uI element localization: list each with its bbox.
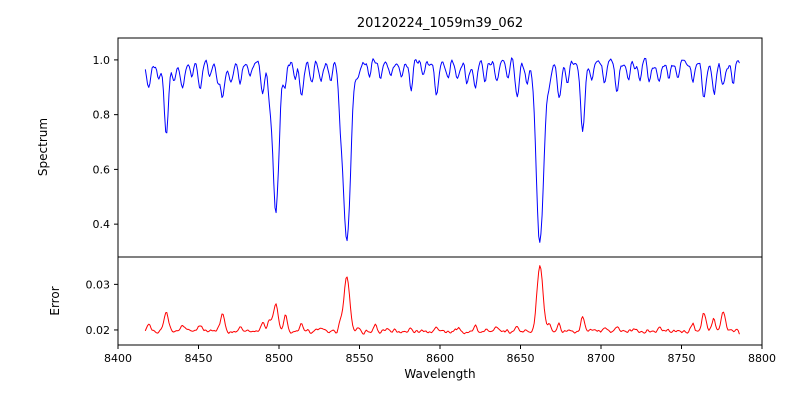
- svg-text:8550: 8550: [346, 352, 374, 365]
- svg-text:0.03: 0.03: [86, 278, 111, 291]
- axes-layer: 8400 8450 8500 8550 8600 8650 8700 8750 8800 0.4 0…: [86, 37, 776, 365]
- svg-text:8400: 8400: [104, 352, 132, 365]
- x-axis-label: Wavelength: [404, 367, 475, 381]
- svg-text:0.4: 0.4: [93, 218, 111, 231]
- svg-text:0.02: 0.02: [86, 324, 111, 337]
- error-line: [144, 265, 740, 335]
- figure-title: 20120224_1059m39_062: [357, 16, 523, 31]
- svg-text:0.6: 0.6: [93, 163, 111, 176]
- svg-text:8650: 8650: [507, 352, 535, 365]
- spectrum-line: [144, 57, 740, 243]
- spectrum-y-axis-label: Spectrum: [36, 118, 50, 176]
- svg-text:8600: 8600: [426, 352, 454, 365]
- svg-text:8700: 8700: [587, 352, 615, 365]
- svg-text:8500: 8500: [265, 352, 293, 365]
- svg-text:8800: 8800: [748, 352, 776, 365]
- svg-text:1.0: 1.0: [93, 54, 111, 67]
- svg-text:8450: 8450: [185, 352, 213, 365]
- svg-text:8750: 8750: [668, 352, 696, 365]
- svg-text:0.8: 0.8: [93, 109, 111, 122]
- error-y-axis-label: Error: [48, 286, 62, 315]
